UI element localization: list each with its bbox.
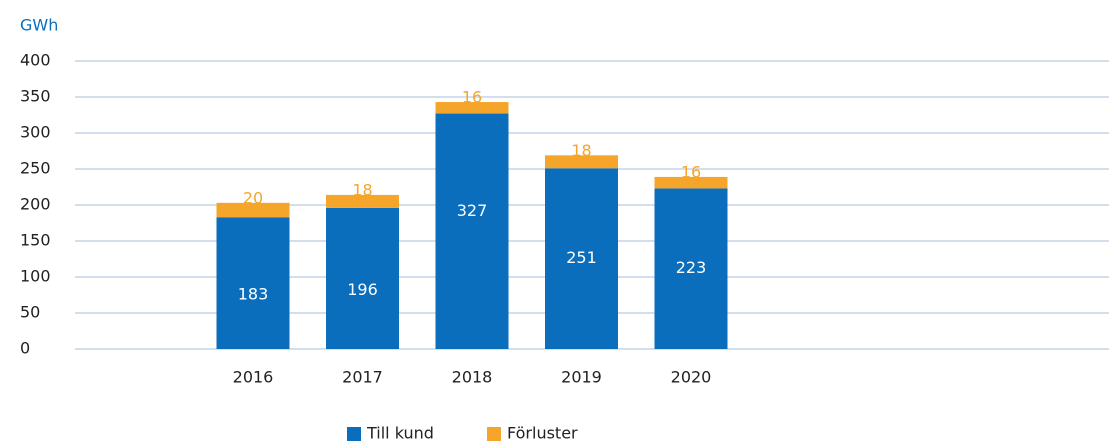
bar-segment [216, 217, 290, 349]
value-label: 196 [347, 280, 378, 299]
x-tick-label: 2018 [452, 368, 493, 387]
bar-segment [654, 176, 728, 189]
bar-segment [545, 168, 618, 349]
y-tick-label: 50 [20, 303, 40, 322]
y-tick-label: 350 [20, 87, 51, 106]
value-label: 18 [352, 180, 372, 199]
x-tick-label: 2017 [342, 368, 383, 387]
bar-segment [216, 202, 290, 218]
y-tick-label: 200 [20, 195, 51, 214]
y-tick-label: 250 [20, 159, 51, 178]
x-tick-label: 2019 [561, 368, 602, 387]
value-label: 183 [238, 285, 269, 304]
bar-segment [654, 188, 728, 349]
legend-swatch [487, 427, 501, 441]
bar-segment [435, 102, 509, 114]
bar-segment [545, 155, 618, 169]
y-tick-label: 0 [20, 339, 30, 358]
value-label: 251 [566, 248, 597, 267]
x-tick-label: 2020 [671, 368, 712, 387]
bar-segment [326, 194, 399, 208]
value-label: 16 [681, 162, 701, 181]
legend-label: Till kund [366, 424, 434, 443]
legend-swatch [347, 427, 361, 441]
y-tick-label: 150 [20, 231, 51, 250]
value-label: 18 [571, 141, 591, 160]
legend-label: Förluster [507, 424, 578, 443]
x-tick-label: 2016 [233, 368, 274, 387]
value-label: 20 [243, 188, 263, 207]
value-label: 223 [676, 258, 707, 277]
y-axis-label: GWh [20, 16, 58, 35]
bar-segment [435, 113, 509, 349]
value-label: 16 [462, 88, 482, 107]
y-tick-label: 100 [20, 267, 51, 286]
bar-segment [326, 207, 399, 349]
y-tick-label: 400 [20, 51, 51, 70]
value-label: 327 [457, 201, 488, 220]
y-tick-label: 300 [20, 123, 51, 142]
